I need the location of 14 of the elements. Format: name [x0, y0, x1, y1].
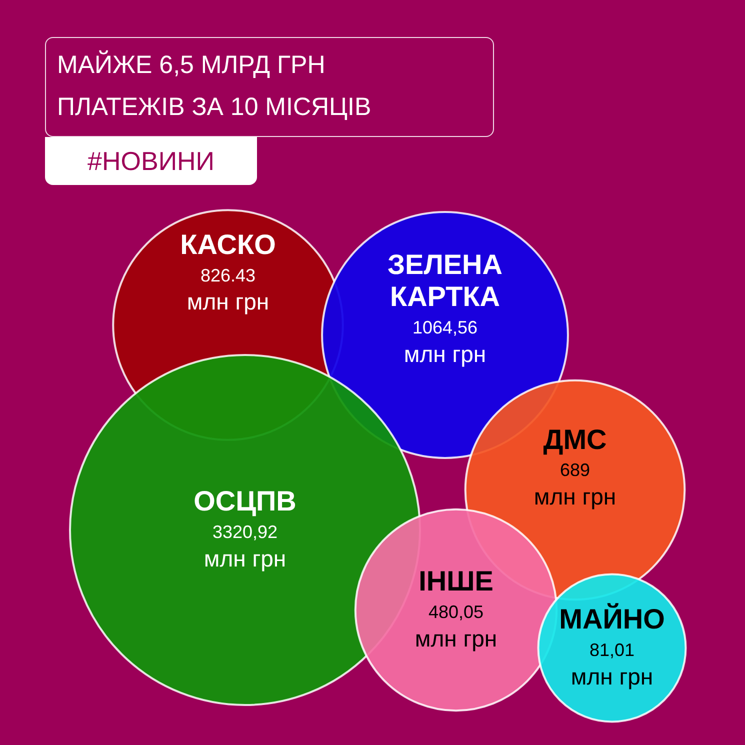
data-label: 3320,92 млн грн: [204, 522, 286, 572]
data-label: 81,01 млн грн: [570, 640, 654, 690]
category-label: ЗЕЛЕНА КАРТКА: [388, 249, 502, 312]
category-label: МАЙНО: [559, 602, 665, 635]
data-label: 480,05 млн грн: [414, 602, 498, 652]
category-label: ІНШЕ: [418, 566, 494, 597]
category-label: ДМС: [543, 424, 607, 455]
category-label: КАСКО: [180, 229, 276, 260]
data-label: 1064,56 млн грн: [404, 317, 486, 367]
text: #НОВИНИ: [45, 137, 257, 185]
data-label: 689 млн грн: [534, 460, 616, 510]
text: МАЙЖЕ 6,5 МЛРД ГРН ПЛАТЕЖІВ ЗА 10 МІСЯЦІВ: [45, 37, 494, 137]
category-label: ОСЦПВ: [194, 486, 296, 517]
data-label: 826.43 млн грн: [186, 265, 270, 315]
